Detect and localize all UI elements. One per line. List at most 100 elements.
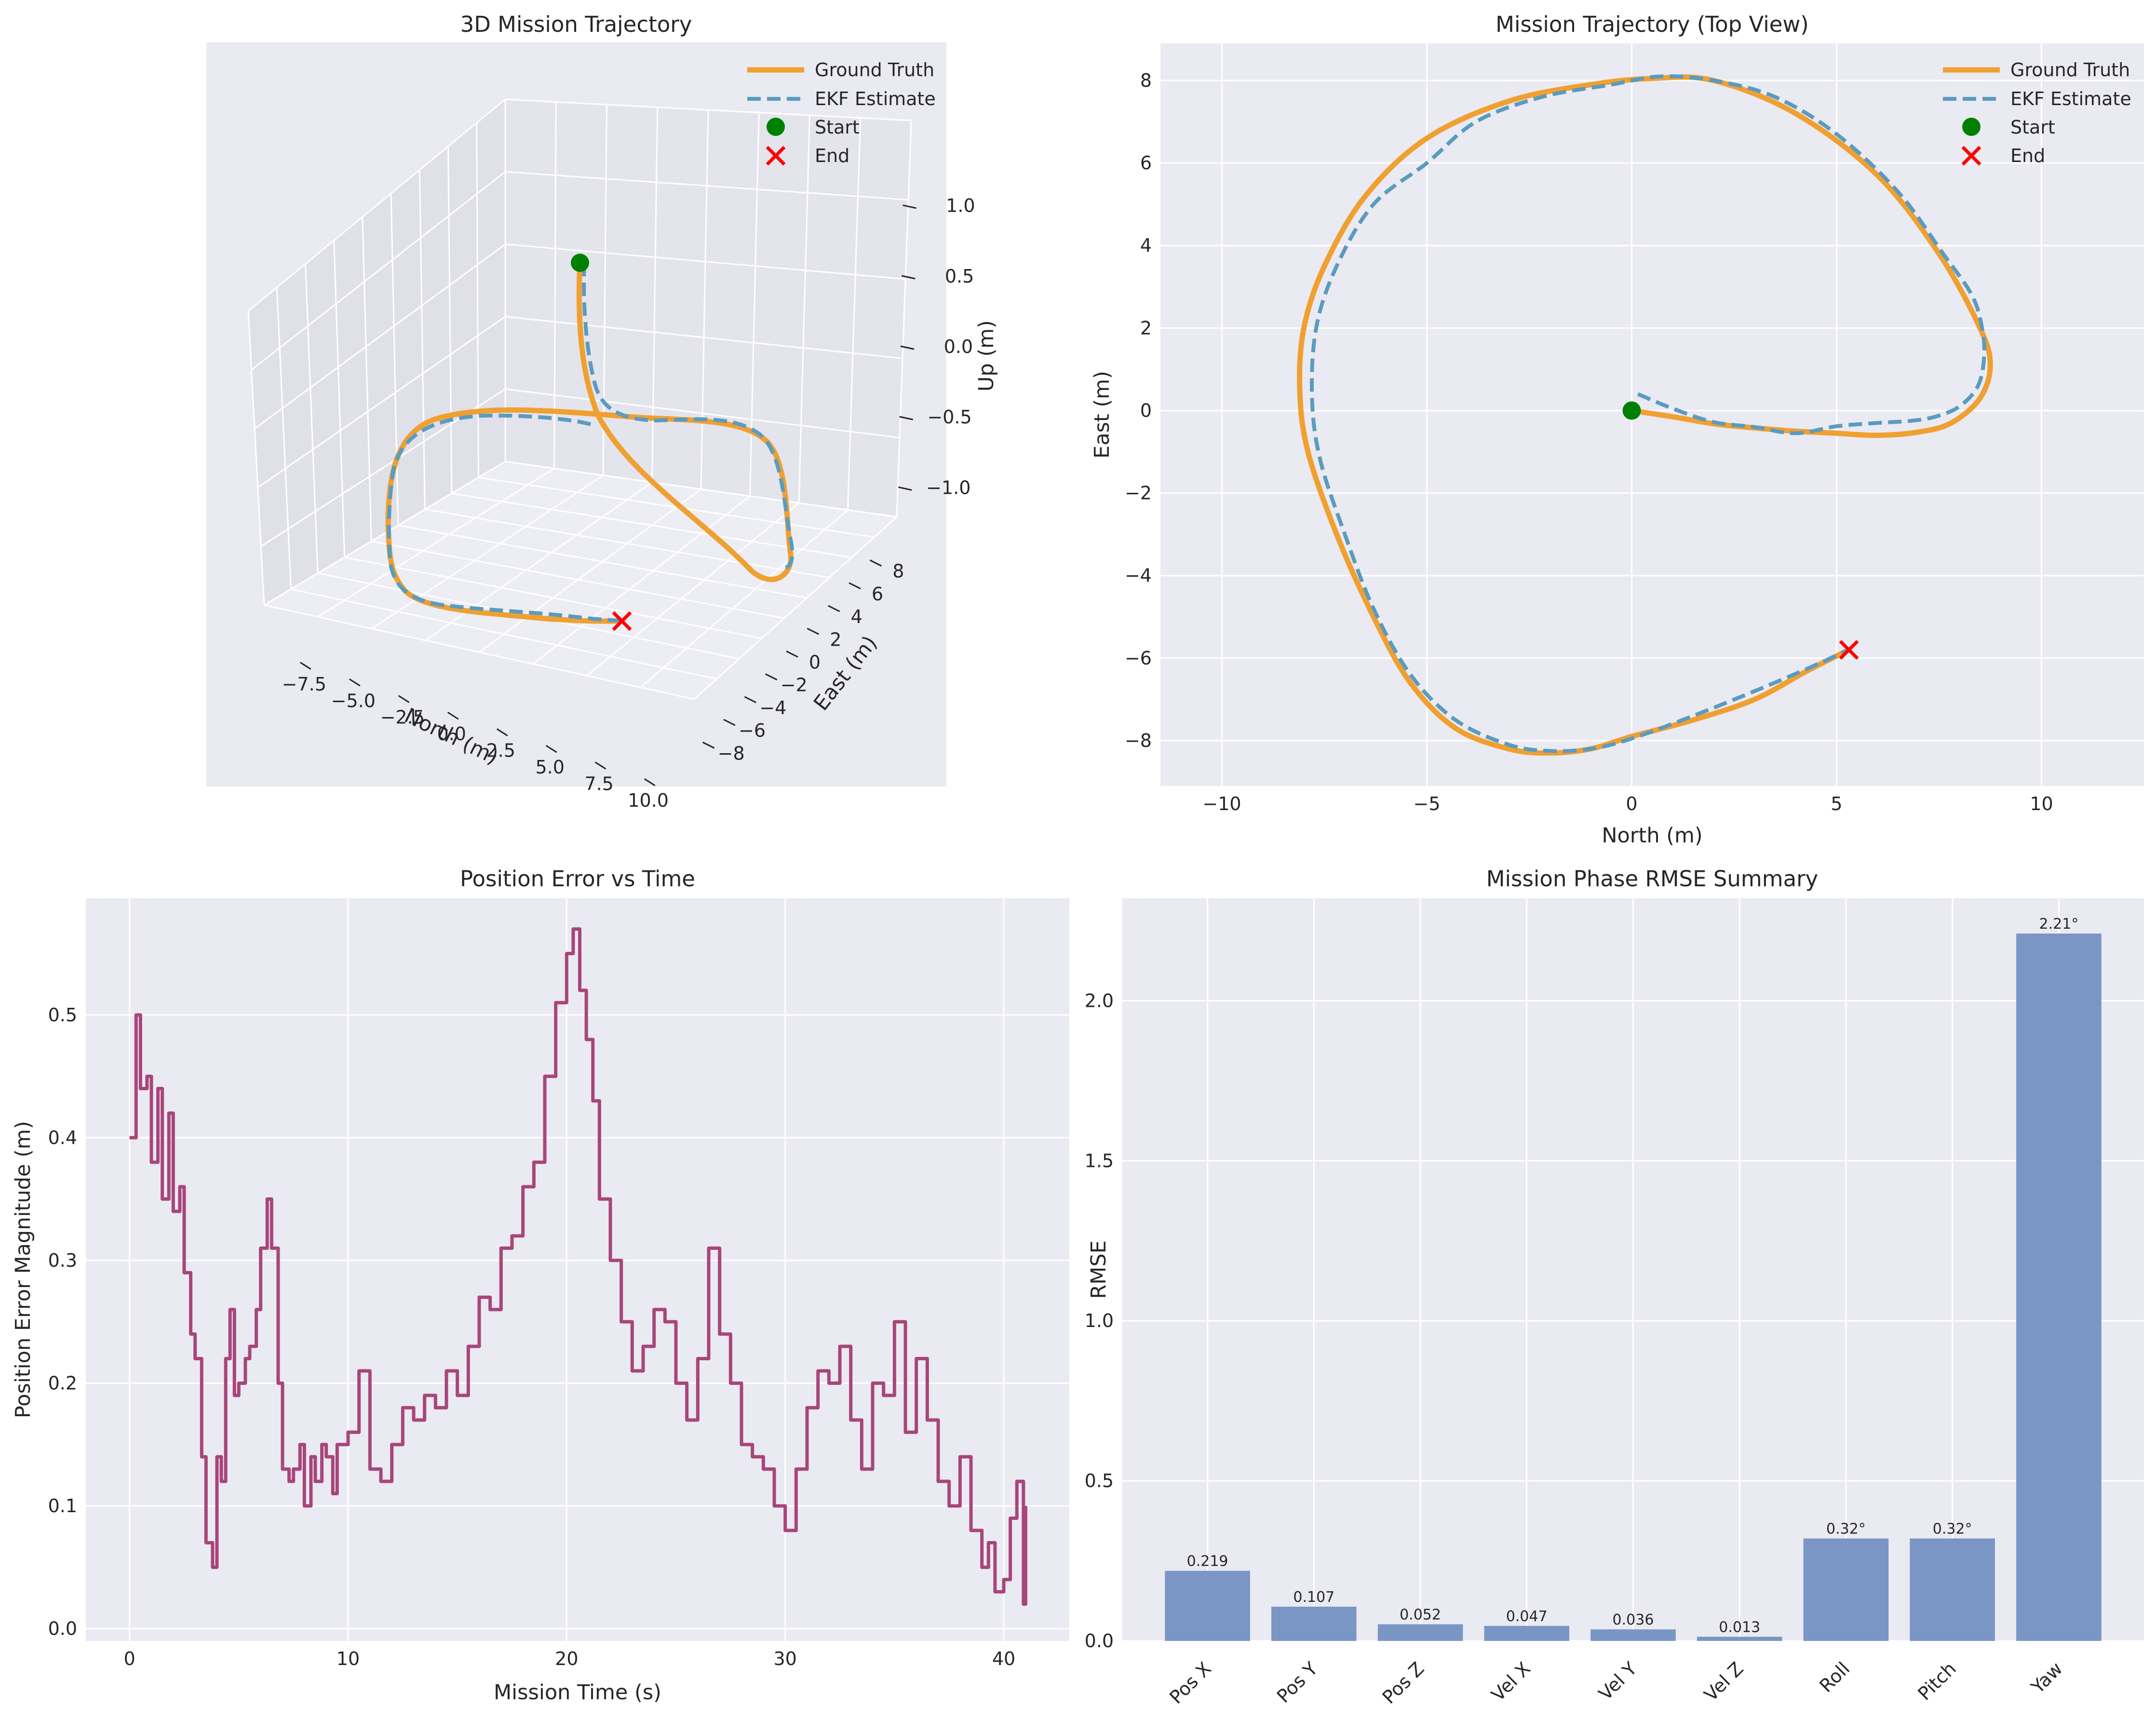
tick-label-east-3d: 0	[809, 652, 821, 673]
grid-floor-x-3d	[640, 509, 849, 688]
grid-left-z-3d	[248, 98, 506, 312]
tick-label-east-3d: −8	[718, 743, 745, 764]
tick-mark-north-3d	[594, 761, 606, 770]
tick-mark-up-3d	[903, 204, 916, 209]
grid-floor-y-3d	[291, 588, 717, 680]
tick-label-y-rmse: 1.5	[1085, 1150, 1114, 1171]
tick-label-y-top: −8	[1125, 730, 1152, 751]
grid-back-z-3d	[505, 171, 909, 201]
bar-value-label: 0.047	[1506, 1608, 1548, 1625]
start-marker-top	[1622, 401, 1641, 420]
title-top-view: Mission Trajectory (Top View)	[1496, 12, 1809, 37]
bar-value-label: 0.013	[1719, 1619, 1760, 1636]
tick-label-y-error: 0.0	[48, 1618, 77, 1639]
grid-floor-y-3d	[451, 492, 852, 558]
bar-pos-z	[1377, 1624, 1463, 1641]
grid-back-z-3d	[505, 388, 900, 439]
ekf-estimate-line-top	[1310, 74, 1987, 753]
bar-pitch	[1910, 1538, 1995, 1641]
grid-floor-y-3d	[425, 508, 830, 579]
grid-left-y-3d	[333, 240, 346, 557]
grid-back-z-3d	[505, 243, 906, 280]
grid-back-z-3d	[505, 98, 912, 122]
ticks-3d: −7.5−5.0−2.5 0.0 2.5 5.0 7.5 10.0 −8−6−4−20246…	[282, 195, 975, 811]
tick-mark-up-3d	[900, 345, 915, 350]
ticks-error: 0 10 20 30 40 0.0 0.1 0.2 0.3 0.4 0.5	[48, 1004, 1016, 1669]
tick-label-north-3d: −2.5	[380, 707, 425, 728]
tick-label-x-error: 0	[124, 1648, 135, 1669]
legend-top: Ground Truth EKF Estimate Start End	[1943, 59, 2131, 166]
grid-floor-y-3d	[371, 541, 784, 619]
tick-label-x-error: 40	[992, 1648, 1015, 1669]
tick-label-y-top: −2	[1125, 483, 1152, 504]
grid-back-x-3d	[798, 115, 810, 503]
tick-label-east-3d: 8	[892, 561, 904, 582]
tick-label-north-3d: 10.0	[628, 790, 669, 811]
end-marker-top	[1839, 640, 1859, 660]
tick-label-y-error: 0.1	[48, 1495, 77, 1517]
tick-label-up-3d: −1.0	[926, 477, 970, 498]
tick-label-y-error: 0.2	[48, 1372, 77, 1394]
grid-left-y-3d	[304, 264, 319, 573]
tick-label-x-error: 20	[555, 1648, 578, 1669]
legend-top-ground-truth: Ground Truth	[2010, 59, 2130, 81]
tick-label-up-3d: −0.5	[927, 406, 971, 428]
tick-label-y-error: 0.4	[48, 1127, 77, 1148]
tick-label-x-error: 30	[773, 1648, 796, 1669]
panel-position-error: Position Error vs Time 0 10 20 30 40 0.0 0.1 0.…	[11, 866, 1069, 1705]
bar-value-label: 0.052	[1400, 1606, 1441, 1623]
tick-label-east-3d: 2	[830, 629, 841, 650]
bar-value-label: 0.219	[1187, 1553, 1228, 1570]
tick-label-x-error: 10	[337, 1648, 360, 1669]
tick-label-y-top: 4	[1140, 235, 1152, 256]
grid-back-x-3d	[847, 118, 862, 510]
title-rmse: Mission Phase RMSE Summary	[1486, 866, 1819, 892]
tick-mark-up-3d	[899, 416, 914, 420]
grid-floor-x-3d	[693, 516, 898, 700]
tick-label-y-rmse: 0.0	[1085, 1630, 1114, 1652]
rmse-bars: 0.219 0.107 0.052 0.047 0.036 0.013 0.32° 0.32°…	[1165, 916, 2102, 1641]
grid-floor-x-3d	[371, 474, 604, 630]
tick-label-east-3d: −2	[781, 675, 808, 696]
bar-vel-z	[1697, 1637, 1782, 1641]
legend-3d-end: End	[815, 145, 849, 166]
legend-3d-start: Start	[815, 117, 860, 138]
start-marker-3d	[571, 254, 589, 272]
tick-label-x-top: 10	[2030, 793, 2053, 814]
tick-mark-east-3d	[849, 582, 861, 590]
tick-mark-north-3d	[545, 745, 557, 753]
tick-label-north-3d: 2.5	[486, 740, 515, 761]
bar-value-label: 0.107	[1293, 1589, 1334, 1606]
tick-label-y-top: 8	[1140, 70, 1152, 91]
position-error-line	[129, 927, 1027, 1606]
panel-top-view: Mission Trajectory (Top View) −10 −5 0 5 10−…	[1090, 12, 2144, 848]
ticks-top: −10 −5 0 5 10 −8 −6 −4 −2 0 2 4 6 8	[1125, 70, 2053, 814]
tick-label-y-top: −4	[1125, 565, 1152, 586]
tick-label-east-3d: 6	[872, 583, 883, 605]
grid-left-y-3d	[418, 170, 426, 510]
legend-top-ekf-estimate: EKF Estimate	[2010, 88, 2131, 109]
grid-back-x-3d	[700, 109, 709, 489]
bar-value-label: 0.32°	[1826, 1521, 1866, 1538]
tick-mark-east-3d	[702, 742, 715, 749]
tick-mark-east-3d	[869, 559, 882, 567]
grid-back-z-3d	[505, 316, 903, 359]
grid-left-y-3d	[447, 146, 453, 494]
tick-mark-north-3d	[349, 678, 361, 687]
tick-label-y-top: −6	[1125, 648, 1152, 669]
ylabel-position-error: Position Error Magnitude (m)	[11, 1121, 35, 1419]
grid-floor-x-3d	[479, 488, 701, 653]
grid-left-y-3d	[390, 193, 399, 526]
bar-pos-x	[1165, 1571, 1250, 1641]
grid-left-z-3d	[251, 171, 506, 371]
ekf-estimate-line-3d	[387, 262, 795, 623]
grid-floor-y-3d	[264, 604, 695, 700]
tick-label-north-3d: −7.5	[282, 674, 326, 695]
grid-left-z-3d	[257, 316, 506, 488]
bar-yaw	[2016, 934, 2102, 1641]
tick-label-x-top: −10	[1202, 793, 1241, 814]
grid-floor-x-3d	[586, 502, 799, 677]
ylabel-rmse: RMSE	[1087, 1240, 1111, 1299]
tick-mark-north-3d	[496, 728, 508, 736]
